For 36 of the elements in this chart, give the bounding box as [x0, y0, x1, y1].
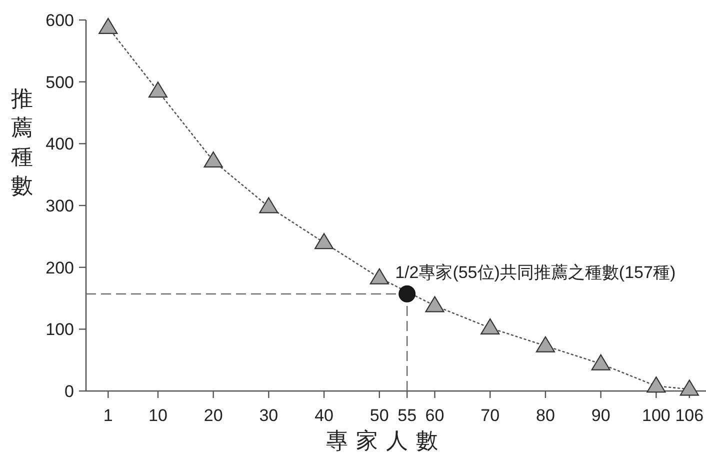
annotation: 1/2專家(55位)共同推薦之種數(157種)	[395, 262, 676, 282]
x-tick-label: 60	[425, 406, 444, 425]
x-tick-label: 40	[314, 406, 334, 425]
y-tick-label: 500	[46, 72, 74, 92]
x-tick-label: 106	[675, 406, 704, 425]
point	[480, 318, 500, 334]
point	[314, 233, 334, 250]
point	[591, 354, 610, 370]
y-axis-title: 推薦種數	[11, 86, 33, 198]
point	[148, 82, 168, 98]
x-tick-label: 20	[204, 406, 223, 425]
x-tick-label: 50	[370, 406, 389, 425]
point	[425, 296, 444, 312]
y-tick-label: 400	[46, 134, 74, 154]
y-tick-label: 200	[46, 258, 74, 278]
point	[536, 336, 556, 352]
y-tick-label: 0	[64, 382, 74, 401]
y-tick-label: 600	[46, 11, 74, 30]
x-tick-label: 30	[259, 406, 278, 425]
x-tick-label: 100	[642, 406, 670, 425]
y-tick-label: 100	[46, 320, 74, 340]
x-tick-label: 90	[591, 406, 610, 425]
point	[680, 380, 699, 396]
x-axis-title: 專家人數	[326, 428, 446, 453]
point	[204, 151, 223, 168]
x-tick-label: 70	[480, 406, 500, 425]
x-tick-label: 10	[148, 406, 168, 425]
x-tick-label: 55	[398, 406, 417, 425]
point	[98, 18, 118, 34]
x-tick-label: 1	[103, 406, 113, 425]
point	[646, 376, 666, 393]
point	[398, 285, 416, 302]
x-tick-label: 80	[536, 406, 555, 425]
point	[259, 197, 278, 214]
point	[370, 268, 389, 284]
y-tick-label: 300	[46, 196, 74, 216]
